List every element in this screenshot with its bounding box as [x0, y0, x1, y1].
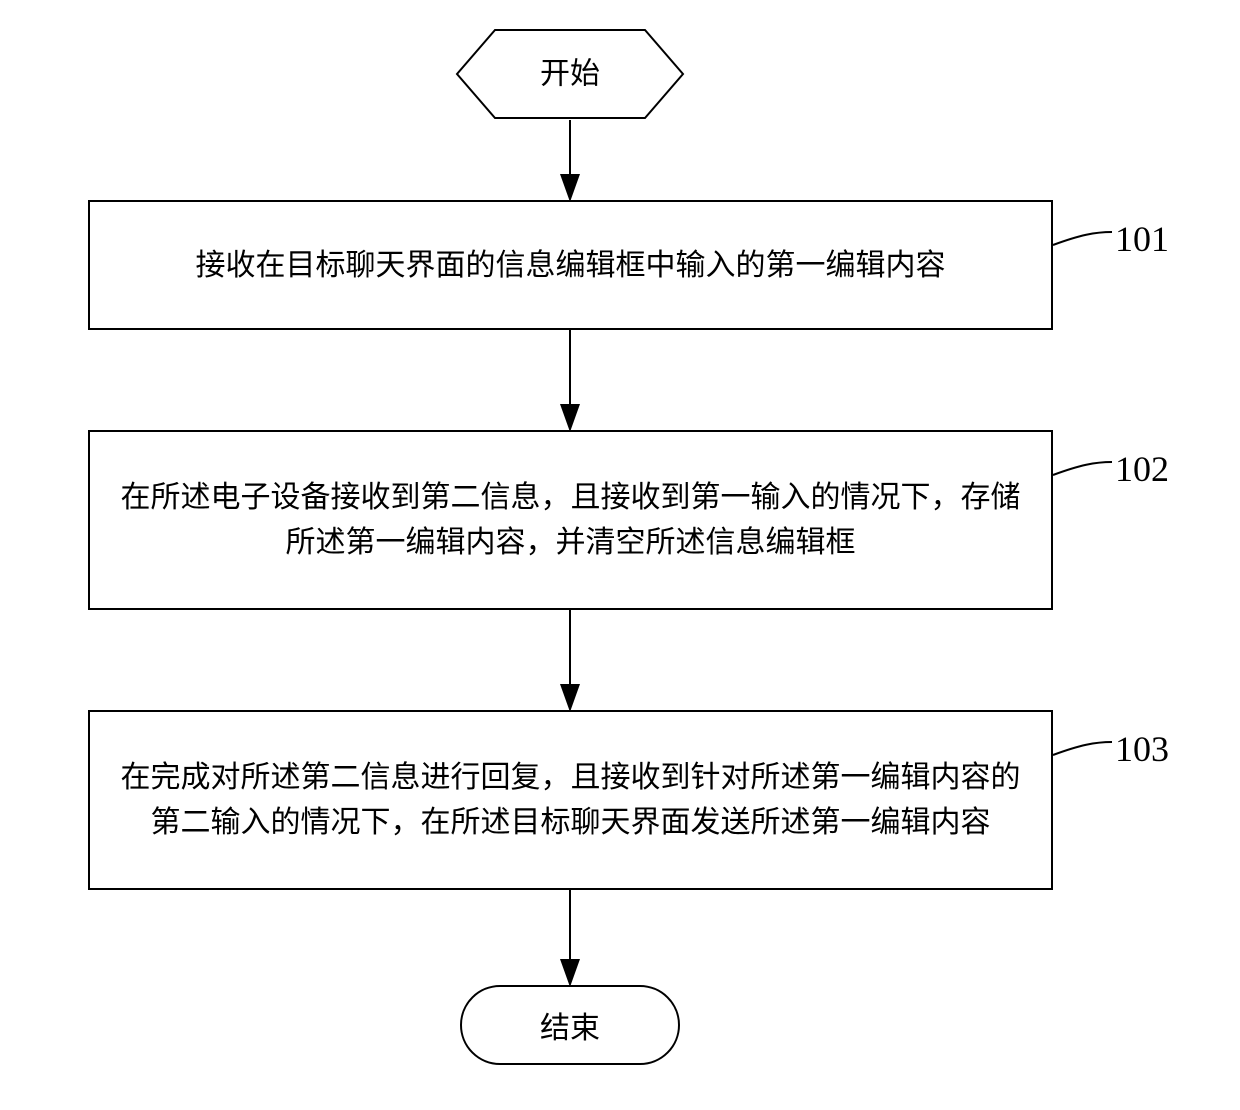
flowchart-canvas: 开始 接收在目标聊天界面的信息编辑框中输入的第一编辑内容 在所述电子设备接收到第…	[0, 0, 1240, 1110]
step-label-102: 102	[1115, 448, 1169, 490]
process-step-2: 在所述电子设备接收到第二信息，且接收到第一输入的情况下，存储所述第一编辑内容，并…	[88, 430, 1053, 610]
process-step-3: 在完成对所述第二信息进行回复，且接收到针对所述第一编辑内容的第二输入的情况下，在…	[88, 710, 1053, 890]
process-step-1-text: 接收在目标聊天界面的信息编辑框中输入的第一编辑内容	[196, 243, 946, 288]
process-step-2-text: 在所述电子设备接收到第二信息，且接收到第一输入的情况下，存储所述第一编辑内容，并…	[110, 475, 1031, 565]
process-step-3-text: 在完成对所述第二信息进行回复，且接收到针对所述第一编辑内容的第二输入的情况下，在…	[110, 755, 1031, 845]
end-label: 结束	[540, 1003, 600, 1047]
step-label-103: 103	[1115, 728, 1169, 770]
start-node: 开始	[455, 28, 685, 120]
end-node: 结束	[460, 985, 680, 1065]
process-step-1: 接收在目标聊天界面的信息编辑框中输入的第一编辑内容	[88, 200, 1053, 330]
step-label-101: 101	[1115, 218, 1169, 260]
start-label: 开始	[540, 58, 600, 91]
